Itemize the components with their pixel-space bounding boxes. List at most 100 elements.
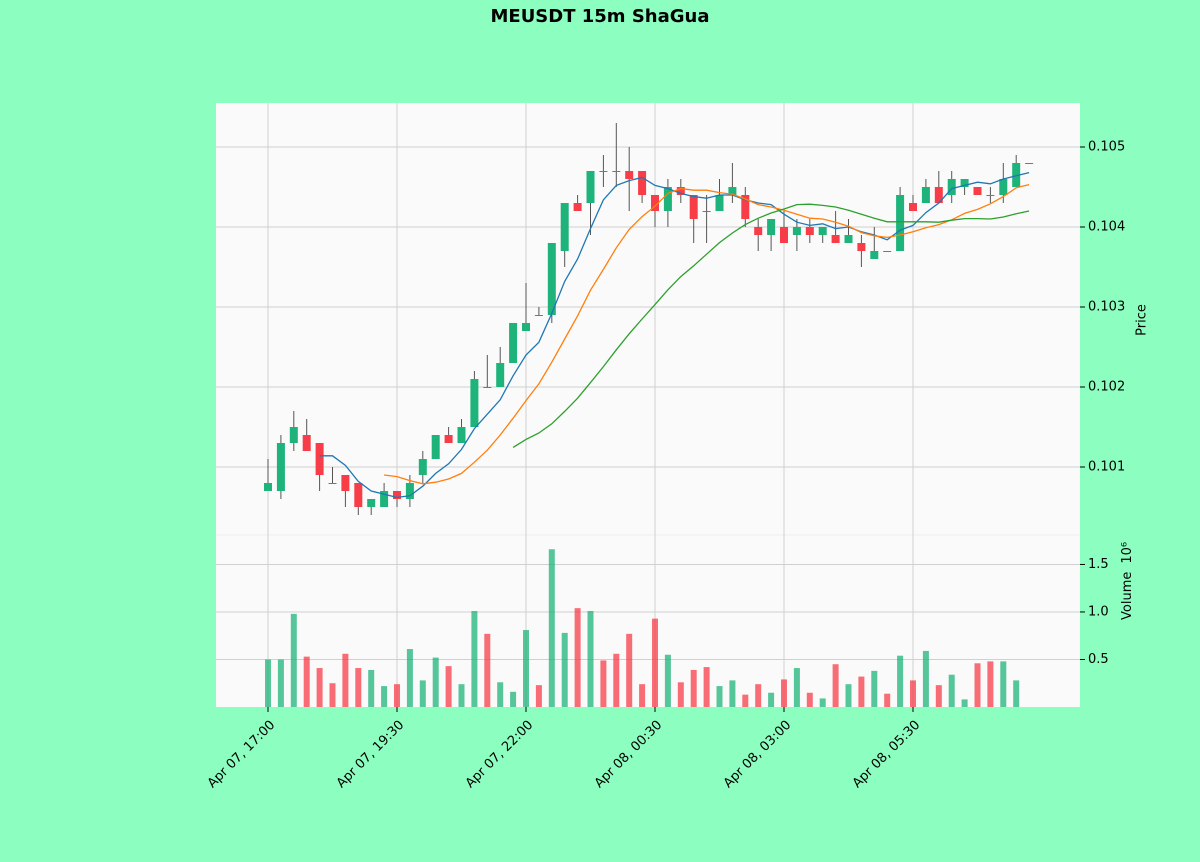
candle-body <box>870 251 879 259</box>
volume-bar <box>432 657 439 707</box>
volume-bar <box>716 686 723 707</box>
candle-body <box>844 235 853 243</box>
candle-body <box>818 227 827 235</box>
volume-bar <box>574 608 581 707</box>
candle-body <box>328 483 337 484</box>
y-tick-label: 1.5 <box>1088 557 1109 572</box>
volume-bar <box>755 684 762 707</box>
candle-body <box>999 179 1008 195</box>
candle-body <box>457 427 466 443</box>
volume-bar <box>935 685 942 707</box>
candle-body <box>909 203 917 211</box>
volume-bar <box>729 680 736 707</box>
candle-body <box>418 459 427 475</box>
price-axis-label: Price <box>1135 304 1150 336</box>
volume-bar <box>742 694 749 707</box>
volume-bar <box>329 683 336 707</box>
volume-bar <box>652 618 658 707</box>
volume-bar <box>445 666 452 707</box>
candle-body <box>973 187 982 195</box>
x-tick-label: Apr 08, 05:30 <box>850 718 923 791</box>
candle-body <box>315 443 324 475</box>
volume-bar <box>1000 661 1007 707</box>
plot-area <box>216 103 1080 707</box>
candle-body <box>264 483 272 491</box>
chart-title: MEUSDT 15m ShaGua <box>490 6 709 27</box>
y-tick-label: 0.103 <box>1088 300 1125 315</box>
candle-body <box>522 323 530 331</box>
volume-bar <box>600 660 607 707</box>
candle-body <box>715 195 724 211</box>
y-tick-label: 0.105 <box>1088 140 1125 155</box>
candle-body <box>741 195 750 219</box>
volume-bar <box>819 698 826 707</box>
candle-body <box>354 483 363 507</box>
candle-body <box>405 483 414 499</box>
candle-body <box>754 227 763 235</box>
candle-body <box>663 187 672 211</box>
volume-bar <box>406 649 413 707</box>
volume-bar <box>768 692 775 707</box>
y-tick-label: 0.101 <box>1088 460 1125 475</box>
candle-body <box>651 195 659 211</box>
candle-body <box>560 203 569 251</box>
volume-bar <box>561 632 568 707</box>
candle-body <box>780 227 788 243</box>
volume-bar <box>587 611 594 707</box>
candle-body <box>676 187 685 195</box>
candle-body <box>276 443 285 491</box>
candle-body <box>509 323 518 363</box>
volume-bar <box>948 674 955 707</box>
candle-body <box>1025 163 1034 164</box>
candle-body <box>470 379 479 427</box>
volume-bar <box>1013 680 1020 707</box>
volume-bar <box>910 680 916 707</box>
volume-bar <box>290 613 297 707</box>
candle-body <box>302 435 311 451</box>
volume-bar <box>265 659 271 707</box>
candle-body <box>921 187 930 203</box>
grid-layer <box>216 103 1080 707</box>
candle-body <box>612 171 621 172</box>
volume-label-text: Volume <box>1120 572 1135 620</box>
volume-bar <box>303 656 310 707</box>
x-tick-label: Apr 07, 17:00 <box>205 718 278 791</box>
volume-bar <box>548 549 555 707</box>
candle-body <box>625 171 634 179</box>
volume-bar <box>535 685 542 707</box>
volume-bar <box>961 699 968 707</box>
candle-body <box>896 195 905 251</box>
volume-bar <box>871 670 878 707</box>
candle-body <box>534 315 543 316</box>
volume-bar <box>458 684 465 707</box>
volume-bar <box>394 684 400 707</box>
volume-bar <box>381 686 388 707</box>
volume-axis-label: Volume 10⁶ <box>1120 542 1135 620</box>
volume-bar <box>858 676 865 707</box>
volume-bar <box>277 659 284 707</box>
mark-layer <box>264 123 1034 707</box>
volume-bar <box>613 653 620 707</box>
candle-body <box>380 491 389 507</box>
volume-bar <box>368 669 375 707</box>
candle-body <box>934 187 943 203</box>
volume-bar <box>690 669 697 707</box>
volume-bar <box>832 664 839 707</box>
candle-body <box>689 195 698 219</box>
volume-bar <box>316 668 323 707</box>
x-tick-label: Apr 07, 22:00 <box>463 718 536 791</box>
candle-body <box>393 491 401 499</box>
volume-bar <box>987 661 994 707</box>
candle-body <box>496 363 505 387</box>
volume-bar <box>884 693 891 707</box>
volume-bar <box>523 630 529 707</box>
candle-body <box>728 187 737 195</box>
candle-body <box>702 211 711 212</box>
candle-body <box>767 219 776 235</box>
y-tick-label: 0.102 <box>1088 380 1125 395</box>
candle-body <box>341 475 350 491</box>
volume-bar <box>703 667 710 707</box>
candle-body <box>483 387 492 388</box>
volume-bar <box>471 611 478 707</box>
